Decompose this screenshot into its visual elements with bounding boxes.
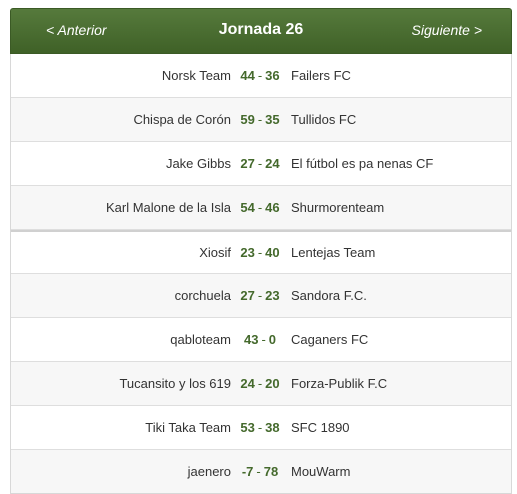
away-score: 23 xyxy=(265,288,280,303)
score-separator: - xyxy=(257,112,263,127)
match-row[interactable]: Jake Gibbs 27-24 El fútbol es pa nenas C… xyxy=(11,142,511,186)
match-score: 23-40 xyxy=(231,245,289,260)
score-separator: - xyxy=(261,332,266,347)
home-team: Chispa de Corón xyxy=(133,112,231,127)
away-team: Sandora F.C. xyxy=(291,288,367,303)
away-team: Caganers FC xyxy=(291,332,369,347)
match-score: 53-38 xyxy=(231,420,289,435)
away-score: 0 xyxy=(268,332,277,347)
home-team: jaenero xyxy=(187,464,231,479)
home-team: qabloteam xyxy=(170,332,231,347)
match-score: 24-20 xyxy=(231,376,289,391)
away-score: 40 xyxy=(265,245,280,260)
match-score: 27-24 xyxy=(231,156,289,171)
previous-round-link[interactable]: < Anterior xyxy=(46,22,107,38)
away-score: 36 xyxy=(265,68,280,83)
match-score: 43-0 xyxy=(231,332,289,347)
away-team: Lentejas Team xyxy=(291,245,376,260)
match-score: 27-23 xyxy=(231,288,289,303)
away-score: 35 xyxy=(265,112,280,127)
away-team: Tullidos FC xyxy=(291,112,357,127)
round-header: < Anterior Jornada 26 Siguiente > xyxy=(10,8,512,54)
match-row[interactable]: Tiki Taka Team 53-38 SFC 1890 xyxy=(11,406,511,450)
home-team: Xiosif xyxy=(199,245,231,260)
matches-table: Norsk Team 44-36 Failers FC Chispa de Co… xyxy=(10,54,512,494)
score-separator: - xyxy=(257,245,263,260)
match-score: 44-36 xyxy=(231,68,289,83)
score-separator: - xyxy=(257,156,263,171)
match-row[interactable]: Tucansito y los 619 24-20 Forza-Publik F… xyxy=(11,362,511,406)
match-score: -7-78 xyxy=(231,464,289,479)
home-score: 23 xyxy=(240,245,255,260)
home-score: 44 xyxy=(240,68,255,83)
match-row[interactable]: corchuela 27-23 Sandora F.C. xyxy=(11,274,511,318)
away-team: El fútbol es pa nenas CF xyxy=(291,156,434,171)
score-separator: - xyxy=(257,200,263,215)
round-title: Jornada 26 xyxy=(218,21,304,38)
home-team: Norsk Team xyxy=(161,68,231,83)
away-score: 46 xyxy=(265,200,280,215)
match-row[interactable]: jaenero -7-78 MouWarm xyxy=(11,450,511,493)
home-team: Tucansito y los 619 xyxy=(119,376,231,391)
away-team: Forza-Publik F.C xyxy=(291,376,388,391)
away-score: 78 xyxy=(263,464,279,479)
score-separator: - xyxy=(256,464,261,479)
away-team: MouWarm xyxy=(291,464,351,479)
home-score: 27 xyxy=(240,156,255,171)
away-score: 24 xyxy=(265,156,280,171)
home-score: -7 xyxy=(241,464,254,479)
home-team: Karl Malone de la Isla xyxy=(105,200,231,215)
score-separator: - xyxy=(257,420,263,435)
match-score: 59-35 xyxy=(231,112,289,127)
away-team: SFC 1890 xyxy=(291,420,350,435)
home-score: 43 xyxy=(243,332,259,347)
match-row[interactable]: Chispa de Corón 59-35 Tullidos FC xyxy=(11,98,511,142)
match-row[interactable]: Karl Malone de la Isla 54-46 Shurmorente… xyxy=(11,186,511,230)
home-team: corchuela xyxy=(174,288,231,303)
match-score: 54-46 xyxy=(231,200,289,215)
away-score: 20 xyxy=(265,376,280,391)
match-row[interactable]: Xiosif 23-40 Lentejas Team xyxy=(11,230,511,274)
away-team: Shurmorenteam xyxy=(291,200,385,215)
next-round-link[interactable]: Siguiente > xyxy=(411,22,482,38)
away-score: 38 xyxy=(265,420,280,435)
score-separator: - xyxy=(257,288,263,303)
home-score: 59 xyxy=(240,112,255,127)
score-separator: - xyxy=(257,376,263,391)
home-score: 27 xyxy=(240,288,255,303)
round-results-widget: < Anterior Jornada 26 Siguiente > Norsk … xyxy=(10,8,512,494)
home-score: 24 xyxy=(240,376,255,391)
home-score: 54 xyxy=(240,200,255,215)
home-team: Jake Gibbs xyxy=(165,156,231,171)
home-team: Tiki Taka Team xyxy=(145,420,231,435)
score-separator: - xyxy=(257,68,263,83)
match-row[interactable]: Norsk Team 44-36 Failers FC xyxy=(11,54,511,98)
match-row[interactable]: qabloteam 43-0 Caganers FC xyxy=(11,318,511,362)
home-score: 53 xyxy=(240,420,255,435)
away-team: Failers FC xyxy=(291,68,351,83)
